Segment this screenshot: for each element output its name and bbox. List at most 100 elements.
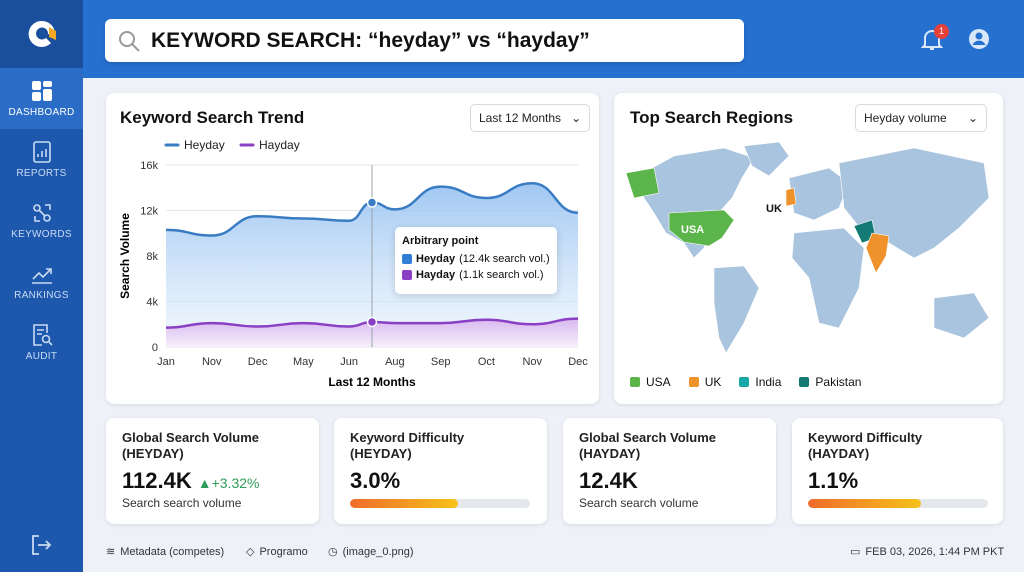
uk-label: UK xyxy=(766,203,782,215)
chevron-down-icon: ⌄ xyxy=(571,111,582,125)
x-tick-label: Aug xyxy=(385,356,405,368)
tooltip-series: Heyday xyxy=(416,253,456,265)
map-india xyxy=(865,232,890,274)
stat-caption: Search search volume xyxy=(122,496,242,510)
audit-icon xyxy=(32,323,53,346)
map-uk xyxy=(785,187,797,207)
stat-value: 12.4K xyxy=(579,468,638,493)
tooltip-title: Arbitrary point xyxy=(402,235,479,247)
stat-value: 3.0% xyxy=(350,468,401,493)
metric-dropdown[interactable]: Heyday volume ⌄ xyxy=(855,104,987,132)
tag-icon: ◇ xyxy=(246,546,255,558)
usa-label: USA xyxy=(681,224,705,236)
x-tick-label: Sep xyxy=(431,356,451,368)
app-logo[interactable] xyxy=(0,0,83,68)
world-map xyxy=(625,141,990,354)
sidebar-item-reports[interactable]: REPORTS xyxy=(0,129,83,190)
keywords-icon xyxy=(32,203,51,222)
map-legend: USA UK India Pakistan xyxy=(630,375,861,389)
stat-change: +3.32% xyxy=(211,475,260,491)
stat-card-hayday-difficulty: Keyword Difficulty (HAYDAY) 1.1% xyxy=(792,418,1003,524)
sidebar-item-keywords[interactable]: KEYWORDS xyxy=(0,190,83,251)
rankings-icon xyxy=(31,267,52,284)
regions-card: Top Search Regions Heyday volume ⌄ USA UK… xyxy=(614,93,1003,404)
stat-card-heyday-difficulty: Keyword Difficulty (HEYDAY) 3.0% xyxy=(334,418,547,524)
trend-title: Keyword Search Trend xyxy=(120,108,305,127)
map-greenland xyxy=(743,141,790,177)
report-icon xyxy=(32,140,51,163)
search-input[interactable]: KEYWORD SEARCH: “heyday” vs “hayday” xyxy=(105,19,744,62)
stat-subtitle: (HEYDAY) xyxy=(350,446,412,461)
search-icon xyxy=(119,30,140,52)
stat-subtitle: (HAYDAY) xyxy=(808,446,870,461)
stat-subtitle: (HAYDAY) xyxy=(579,446,641,461)
trend-chart: 0 4k 8k 12k 16k Jan Nov Dec May Jun Aug Sep Oct Nov De… xyxy=(118,138,588,389)
legend-usa: USA xyxy=(630,375,671,389)
date-text: FEB 03, 2026, 1:44 PM PKT xyxy=(865,545,1005,558)
difficulty-bar xyxy=(350,499,530,508)
map-usa xyxy=(668,209,735,247)
sidebar-item-dashboard[interactable]: DASHBOARD xyxy=(0,68,83,129)
regions-title: Top Search Regions xyxy=(630,108,794,127)
layers-icon: ≋ xyxy=(106,546,116,558)
stat-card-hayday-volume: Global Search Volume (HAYDAY) 12.4K Searc… xyxy=(563,418,776,524)
highlight-point xyxy=(366,197,378,208)
top-header: KEYWORD SEARCH: “heyday” vs “hayday” 1 xyxy=(83,0,1024,78)
sidebar-item-label: RANKINGS xyxy=(14,289,69,301)
x-tick-label: Oct xyxy=(478,356,495,368)
tag-text: Programo xyxy=(259,545,308,558)
sidebar-item-label: KEYWORDS xyxy=(11,228,72,240)
footer-metadata: ≋ Metadata (competes) xyxy=(106,545,225,559)
range-dropdown[interactable]: Last 12 Months ⌄ xyxy=(470,104,591,132)
footer-date: ▭ FEB 03, 2026, 1:44 PM PKT xyxy=(850,545,1005,559)
dashboard-icon xyxy=(31,80,52,101)
sidebar-item-audit[interactable]: AUDIT xyxy=(0,312,83,373)
y-tick-label: 12k xyxy=(140,206,158,218)
stat-value: 112.4K xyxy=(122,468,192,493)
map-australia xyxy=(933,292,990,339)
stat-card-heyday-volume: Global Search Volume (HEYDAY) 112.4K ▲+3.3… xyxy=(106,418,319,524)
map-africa xyxy=(791,227,865,329)
stat-title: Global Search Volume xyxy=(122,430,260,445)
x-tick-label: Jun xyxy=(340,356,358,368)
clock-icon: ◷ xyxy=(328,546,338,558)
heyday-swatch xyxy=(402,254,412,264)
x-tick-label: Nov xyxy=(522,356,542,368)
legend-india: India xyxy=(739,375,781,389)
notification-badge: 1 xyxy=(934,24,949,39)
hayday-swatch xyxy=(402,270,412,280)
y-tick-label: 4k xyxy=(146,297,158,309)
range-value: Last 12 Months xyxy=(479,111,562,125)
tooltip-value: (12.4k search vol.) xyxy=(459,253,550,265)
y-tick-label: 0 xyxy=(152,342,158,354)
stat-value: 1.1% xyxy=(808,468,859,493)
x-tick-label: Jan xyxy=(157,356,175,368)
metadata-text: Metadata (competes) xyxy=(120,545,225,558)
trend-card: Keyword Search Trend Last 12 Months ⌄ 0 4k… xyxy=(106,93,599,404)
legend-label: Hayday xyxy=(259,138,300,152)
highlight-point xyxy=(366,316,378,328)
file-text: (image_0.png) xyxy=(342,545,414,558)
sidebar-item-rankings[interactable]: RANKINGS xyxy=(0,251,83,312)
sidebar-item-label: DASHBOARD xyxy=(8,106,75,118)
sidebar: DASHBOARD REPORTS KEYWORDS RANKINGS AUDI… xyxy=(0,0,83,572)
x-tick-label: Dec xyxy=(248,356,268,368)
stat-caption: Search search volume xyxy=(579,496,699,510)
footer-file: ◷ (image_0.png) xyxy=(328,545,414,559)
map-alaska xyxy=(625,167,660,199)
footer-tag: ◇ Programo xyxy=(246,545,308,559)
map-south-america xyxy=(713,265,760,354)
stat-title: Global Search Volume xyxy=(579,430,717,445)
legend-pakistan: Pakistan xyxy=(799,375,861,389)
y-tick-label: 8k xyxy=(146,251,158,263)
calendar-icon: ▭ xyxy=(850,546,861,558)
x-axis-label: Last 12 Months xyxy=(328,375,416,389)
user-avatar-icon[interactable] xyxy=(968,28,990,50)
logout-icon[interactable] xyxy=(30,534,52,556)
legend-uk: UK xyxy=(688,375,721,389)
tooltip-series: Hayday xyxy=(416,269,456,281)
y-tick-label: 16k xyxy=(140,160,158,172)
sidebar-item-label: AUDIT xyxy=(25,350,58,362)
x-tick-label: Dec xyxy=(568,356,588,368)
map-europe xyxy=(788,167,850,221)
